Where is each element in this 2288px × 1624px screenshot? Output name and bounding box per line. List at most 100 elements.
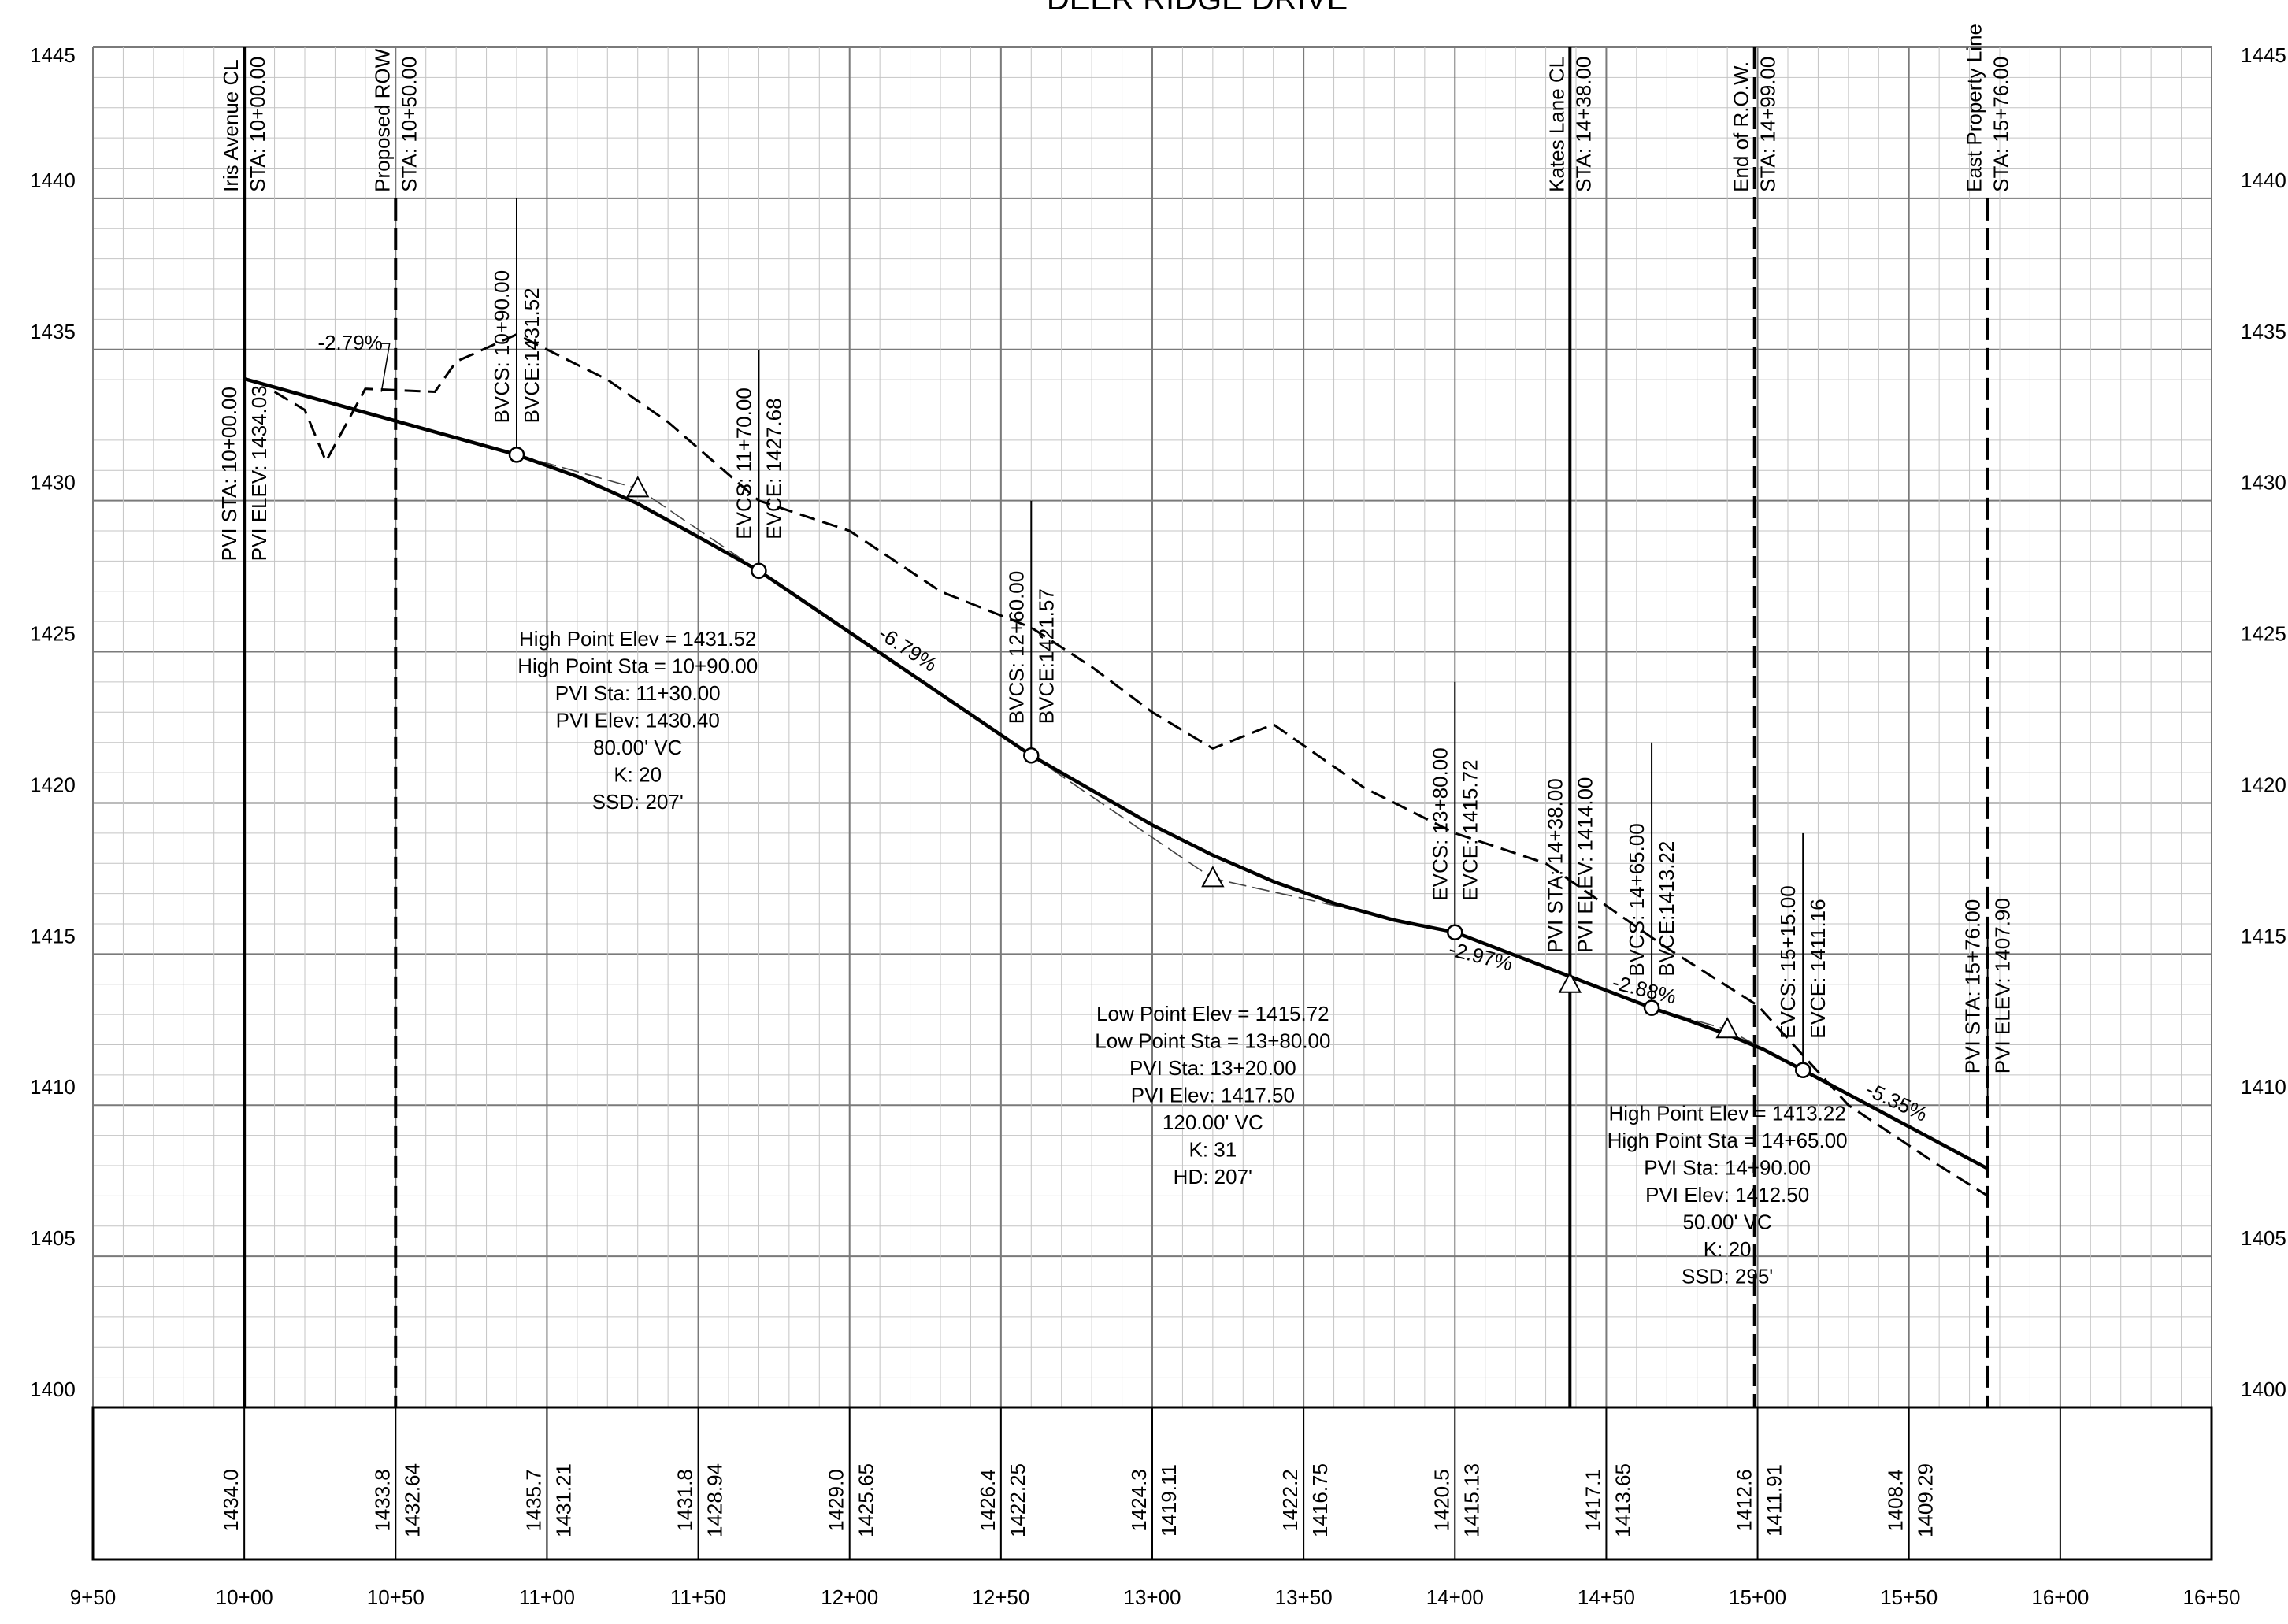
station-tick-label: 12+50 (972, 1585, 1029, 1609)
elevation-tick-label-left: 1425 (30, 622, 76, 646)
curve-point-marker (1643, 999, 1660, 1016)
station-tick-label: 11+50 (670, 1585, 726, 1609)
curve-point-station: PVI STA: 10+00.00 (217, 387, 241, 561)
pvi-marker (626, 476, 650, 498)
elevation-tick-label-left: 1420 (30, 773, 76, 796)
elevation-tick-label-right: 1425 (2241, 622, 2286, 646)
elevation-tick-label-left: 1400 (30, 1377, 76, 1401)
curve-annotation-line: PVI Sta: 13+20.00 (1129, 1056, 1296, 1080)
existing-ground-elevation: 1422.2 (1278, 1469, 1302, 1532)
elevation-tick-label-left: 1405 (30, 1226, 76, 1250)
pvi-marker (1715, 1017, 1739, 1039)
curve-point-marker (1447, 924, 1463, 940)
reference-line-station: STA: 10+50.00 (397, 57, 421, 192)
curve-annotation-line: 80.00' VC (593, 736, 682, 759)
elevation-tick-label-right: 1415 (2241, 924, 2286, 947)
elevation-tick-label-left: 1440 (30, 169, 76, 192)
proposed-grade-elevation: 1415.13 (1459, 1463, 1483, 1537)
existing-ground-elevation: 1420.5 (1430, 1469, 1453, 1532)
elevation-tick-label-right: 1430 (2241, 471, 2286, 495)
station-tick-label: 11+00 (519, 1585, 575, 1609)
existing-ground-elevation: 1431.8 (673, 1469, 697, 1532)
reference-line-station: STA: 10+00.00 (246, 57, 269, 192)
existing-ground-profile (273, 332, 1989, 1197)
curve-annotation-line: Low Point Sta = 13+80.00 (1095, 1029, 1330, 1052)
existing-ground-elevation: 1417.1 (1581, 1469, 1604, 1532)
elevation-tick-label-right: 1400 (2241, 1377, 2286, 1401)
curve-annotation-line: High Point Sta = 10+90.00 (517, 654, 758, 677)
existing-ground-elevation: 1424.3 (1127, 1469, 1151, 1532)
curve-annotation-line: SSD: 207' (592, 790, 684, 814)
station-tick-label: 16+00 (2031, 1585, 2089, 1609)
curve-point-marker (1794, 1062, 1811, 1078)
curve-point-station: PVI STA: 14+38.00 (1543, 778, 1567, 952)
grade-label: -6.79% (874, 621, 941, 677)
curve-annotation-line: K: 20 (614, 762, 662, 786)
station-tick-label: 10+00 (216, 1585, 273, 1609)
existing-ground-elevation: 1435.7 (521, 1469, 545, 1532)
curve-point-marker (508, 447, 525, 463)
curve-annotation-line: High Point Elev = 1413.22 (1608, 1101, 1845, 1125)
curve-point-elevation: EVCE: 1411.16 (1806, 899, 1830, 1038)
elevation-tick-label-right: 1410 (2241, 1075, 2286, 1099)
curve-annotation-line: 120.00' VC (1163, 1110, 1263, 1134)
elevation-tick-label-right: 1420 (2241, 773, 2286, 796)
station-tick-label: 15+50 (1880, 1585, 1938, 1609)
existing-ground-elevation: 1433.8 (370, 1469, 394, 1532)
curve-annotation-line: PVI Elev: 1412.50 (1645, 1183, 1809, 1207)
curve-point-station: BVCS: 10+90.00 (490, 270, 514, 423)
station-tick-label: 14+50 (1578, 1585, 1635, 1609)
proposed-grade-elevation: 1428.94 (703, 1463, 727, 1537)
curve-point-marker (1023, 747, 1040, 764)
grade-label: -2.79% (317, 331, 382, 354)
elevation-tick-label-left: 1410 (30, 1075, 76, 1099)
reference-line-station: STA: 14+38.00 (1571, 57, 1595, 192)
proposed-grade-elevation: 1422.25 (1006, 1463, 1029, 1537)
proposed-grade-elevation: 1411.91 (1763, 1464, 1786, 1537)
pvi-marker (1201, 866, 1225, 888)
reference-line-label: Proposed ROW (370, 48, 394, 192)
station-tick-label: 14+00 (1426, 1585, 1484, 1609)
proposed-grade-elevation: 1431.21 (551, 1463, 575, 1537)
elevation-tick-label-left: 1415 (30, 924, 76, 947)
curve-annotation-line: K: 20 (1704, 1237, 1752, 1261)
station-tick-label: 13+50 (1275, 1585, 1333, 1609)
curve-annotation-line: PVI Elev: 1430.40 (556, 708, 720, 732)
proposed-grade-elevation: 1416.75 (1308, 1463, 1332, 1537)
curve-point-station: PVI STA: 15+76.00 (1961, 899, 1985, 1073)
curve-point-station: EVCS: 15+15.00 (1776, 885, 1800, 1038)
elevation-tick-label-right: 1440 (2241, 169, 2286, 192)
curve-annotation-line: PVI Sta: 14+90.00 (1644, 1155, 1811, 1179)
curve-point-elevation: PVI ELEV: 1434.03 (247, 385, 271, 561)
curve-annotation-line: Low Point Elev = 1415.72 (1096, 1002, 1329, 1025)
station-tick-label: 16+50 (2182, 1585, 2240, 1609)
elevation-tick-label-right: 1445 (2241, 43, 2286, 67)
existing-ground-elevation: 1412.6 (1733, 1469, 1756, 1532)
curve-point-elevation: EVCE: 1427.68 (762, 398, 785, 539)
existing-ground-elevation: 1429.0 (825, 1469, 848, 1532)
curve-annotation-line: High Point Elev = 1431.52 (519, 627, 756, 651)
reference-line-label: Iris Avenue CL (219, 59, 243, 192)
reference-line-station: STA: 14+99.00 (1756, 57, 1780, 192)
curve-point-elevation: BVCE:1431.52 (520, 287, 543, 423)
drawing-title: DEER RIDGE DRIVE (1047, 0, 1348, 17)
curve-annotation-line: PVI Sta: 11+30.00 (555, 681, 721, 705)
elevation-tick-label-left: 1435 (30, 320, 76, 343)
curve-point-marker (751, 562, 767, 579)
curve-point-elevation: BVCE:1413.22 (1655, 841, 1678, 977)
curve-point-elevation: BVCE:1421.57 (1034, 588, 1058, 724)
existing-ground-elevation: 1408.4 (1884, 1469, 1908, 1532)
proposed-grade-elevation: 1425.65 (855, 1463, 878, 1537)
proposed-grade-elevation: 1413.65 (1611, 1463, 1634, 1537)
curve-point-station: BVCS: 12+60.00 (1004, 571, 1028, 724)
curve-annotation-line: 50.00' VC (1682, 1210, 1771, 1233)
station-tick-label: 10+50 (367, 1585, 425, 1609)
station-tick-label: 15+00 (1729, 1585, 1786, 1609)
curve-annotation-line: K: 31 (1188, 1137, 1237, 1161)
proposed-grade-elevation: 1432.64 (400, 1463, 424, 1537)
reference-line-label: Kates Lane CL (1544, 57, 1568, 192)
reference-line-label: East Property Line (1963, 24, 1986, 192)
grade-label-leader (380, 343, 391, 392)
elevation-tick-label-right: 1435 (2241, 320, 2286, 343)
proposed-grade-elevation: 1419.11 (1157, 1464, 1181, 1537)
